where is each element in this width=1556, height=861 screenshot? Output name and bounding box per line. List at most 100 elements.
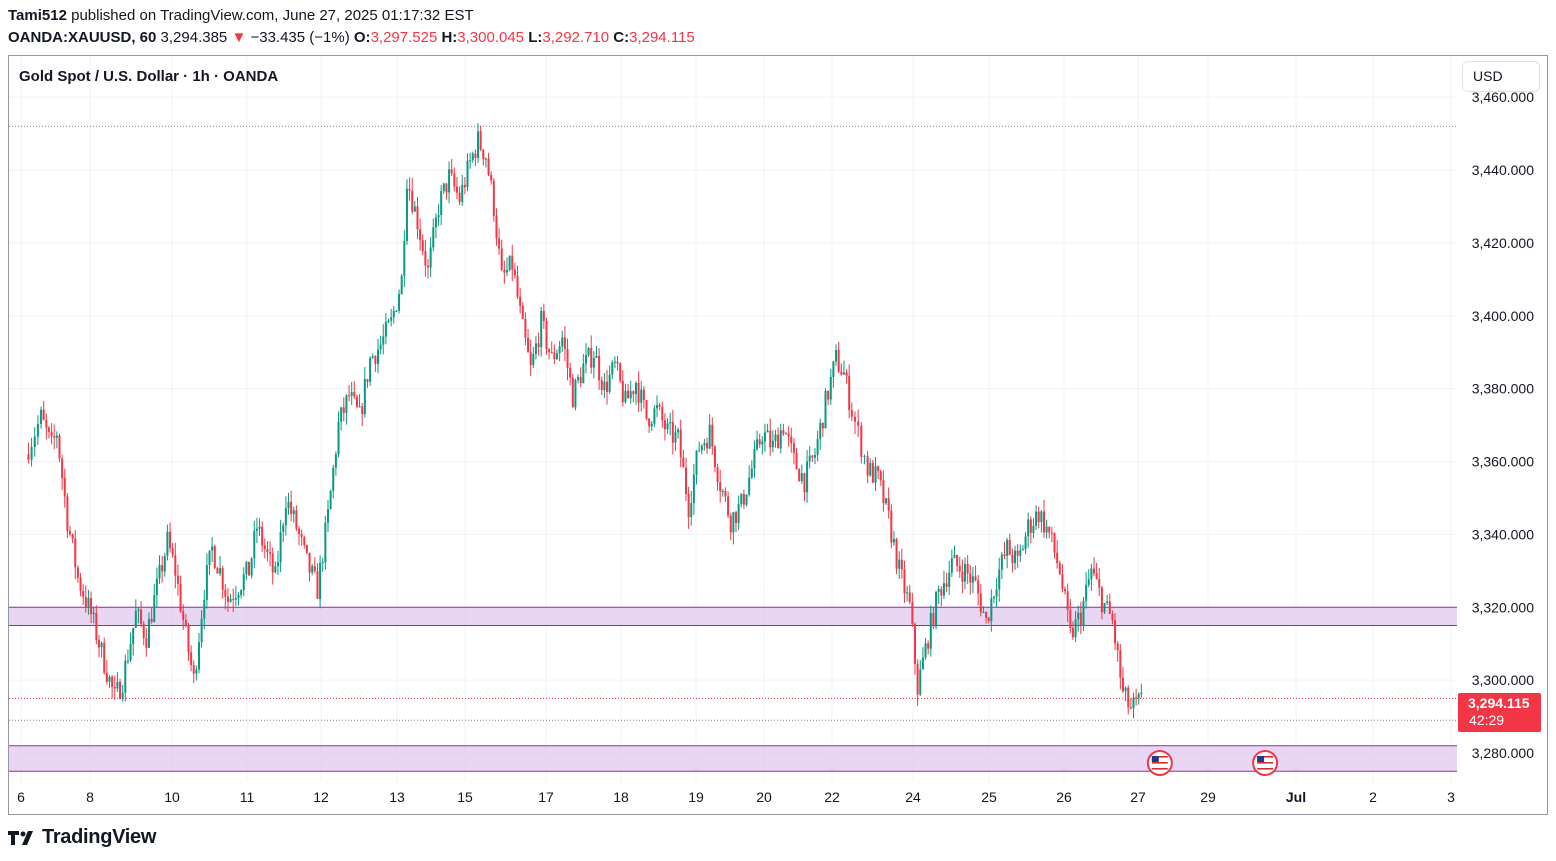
candle-down — [45, 419, 48, 428]
candle-down — [769, 430, 772, 448]
candle-up — [337, 421, 340, 455]
candle-up — [124, 660, 127, 693]
candle-down — [882, 480, 885, 504]
candle-down — [150, 618, 153, 623]
candle-down — [1061, 573, 1064, 589]
candle-down — [777, 434, 780, 449]
candle-up — [692, 474, 695, 504]
candle-down — [463, 184, 466, 188]
candle-down — [482, 149, 485, 160]
candle-down — [66, 496, 69, 532]
candle-down — [266, 549, 269, 553]
candle-up — [55, 435, 58, 438]
candle-down — [758, 439, 761, 445]
candle-down — [545, 320, 548, 349]
tradingview-logo[interactable]: TradingView — [8, 826, 156, 850]
candle-down — [1069, 610, 1072, 628]
candle-down — [298, 528, 301, 534]
flag-stripe — [1151, 759, 1168, 761]
candle-up — [1090, 568, 1093, 580]
candle-down — [479, 131, 482, 150]
candle-down — [735, 512, 737, 524]
candle-up — [276, 562, 279, 566]
candle-down — [571, 377, 574, 408]
open-label: O: — [353, 29, 371, 46]
price-tick-label: 3,440.000 — [1472, 162, 1534, 178]
candle-down — [492, 180, 495, 217]
candle-up — [258, 526, 261, 529]
candle-down — [977, 580, 980, 594]
candle-down — [1003, 554, 1006, 556]
candle-up — [116, 681, 119, 689]
candle-up — [1021, 549, 1024, 551]
chart-frame — [8, 55, 1548, 815]
candle-up — [332, 467, 335, 491]
candle-down — [787, 433, 790, 437]
symbol: OANDA:XAUUSD, 60 — [8, 29, 157, 46]
candle-down — [248, 561, 251, 576]
candle-up — [766, 430, 769, 433]
candle-down — [716, 467, 719, 483]
candle-down — [224, 589, 227, 597]
candle-up — [574, 379, 577, 408]
candle-down — [616, 361, 619, 364]
candle-down — [837, 350, 840, 372]
candle-down — [648, 418, 651, 427]
candle-down — [171, 548, 174, 556]
bar-countdown: 42:29 — [1469, 712, 1505, 728]
candle-up — [763, 432, 766, 442]
author-name[interactable]: Tami512 — [8, 7, 67, 24]
candle-down — [263, 545, 266, 550]
candle-down — [798, 469, 801, 482]
flag-stripe — [1151, 765, 1168, 767]
candle-down — [1066, 591, 1069, 611]
candle-down — [866, 456, 869, 476]
time-tick-label: 3 — [1447, 789, 1455, 805]
candle-down — [879, 471, 882, 481]
candle-down — [411, 190, 414, 212]
candle-up — [1000, 554, 1003, 570]
candle-down — [355, 396, 358, 407]
candle-up — [153, 595, 156, 623]
candle-down — [71, 534, 74, 539]
us-flag-icon[interactable] — [1252, 750, 1279, 776]
candle-down — [90, 597, 93, 615]
candle-down — [845, 372, 848, 376]
candle-down — [711, 424, 714, 447]
candle-down — [424, 251, 427, 266]
candle-down — [713, 446, 716, 468]
candle-down — [1127, 687, 1130, 708]
candle-down — [945, 583, 948, 587]
candle-up — [634, 382, 637, 395]
candle-down — [890, 510, 893, 543]
candle-up — [592, 357, 595, 368]
candle-up — [36, 423, 39, 437]
us-flag-icon[interactable] — [1146, 750, 1173, 776]
down-arrow-icon: ▼ — [231, 29, 247, 46]
candle-down — [645, 399, 648, 419]
candle-down — [169, 531, 172, 549]
currency-button[interactable]: USD — [1462, 61, 1540, 92]
candle-up — [208, 550, 211, 566]
candle-down — [1093, 568, 1095, 574]
candle-down — [84, 596, 87, 607]
candle-up — [477, 131, 480, 158]
candle-down — [1048, 526, 1051, 533]
candle-down — [974, 576, 977, 581]
candle-up — [405, 188, 408, 242]
candle-down — [727, 496, 730, 516]
candle-up — [505, 269, 508, 273]
candle-up — [540, 310, 543, 348]
candle-up — [842, 372, 845, 375]
candle-down — [295, 510, 298, 529]
candle-up — [666, 423, 669, 430]
candle-down — [487, 158, 490, 175]
candles — [27, 123, 1143, 719]
candle-down — [871, 462, 874, 483]
candle-down — [290, 501, 293, 514]
candle-down — [1050, 532, 1053, 534]
candle-up — [813, 454, 816, 458]
candle-up — [340, 407, 343, 422]
candle-down — [95, 612, 98, 640]
